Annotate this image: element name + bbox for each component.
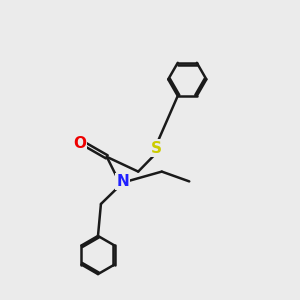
- Text: S: S: [152, 140, 162, 155]
- Text: O: O: [73, 136, 86, 151]
- Text: N: N: [116, 174, 129, 189]
